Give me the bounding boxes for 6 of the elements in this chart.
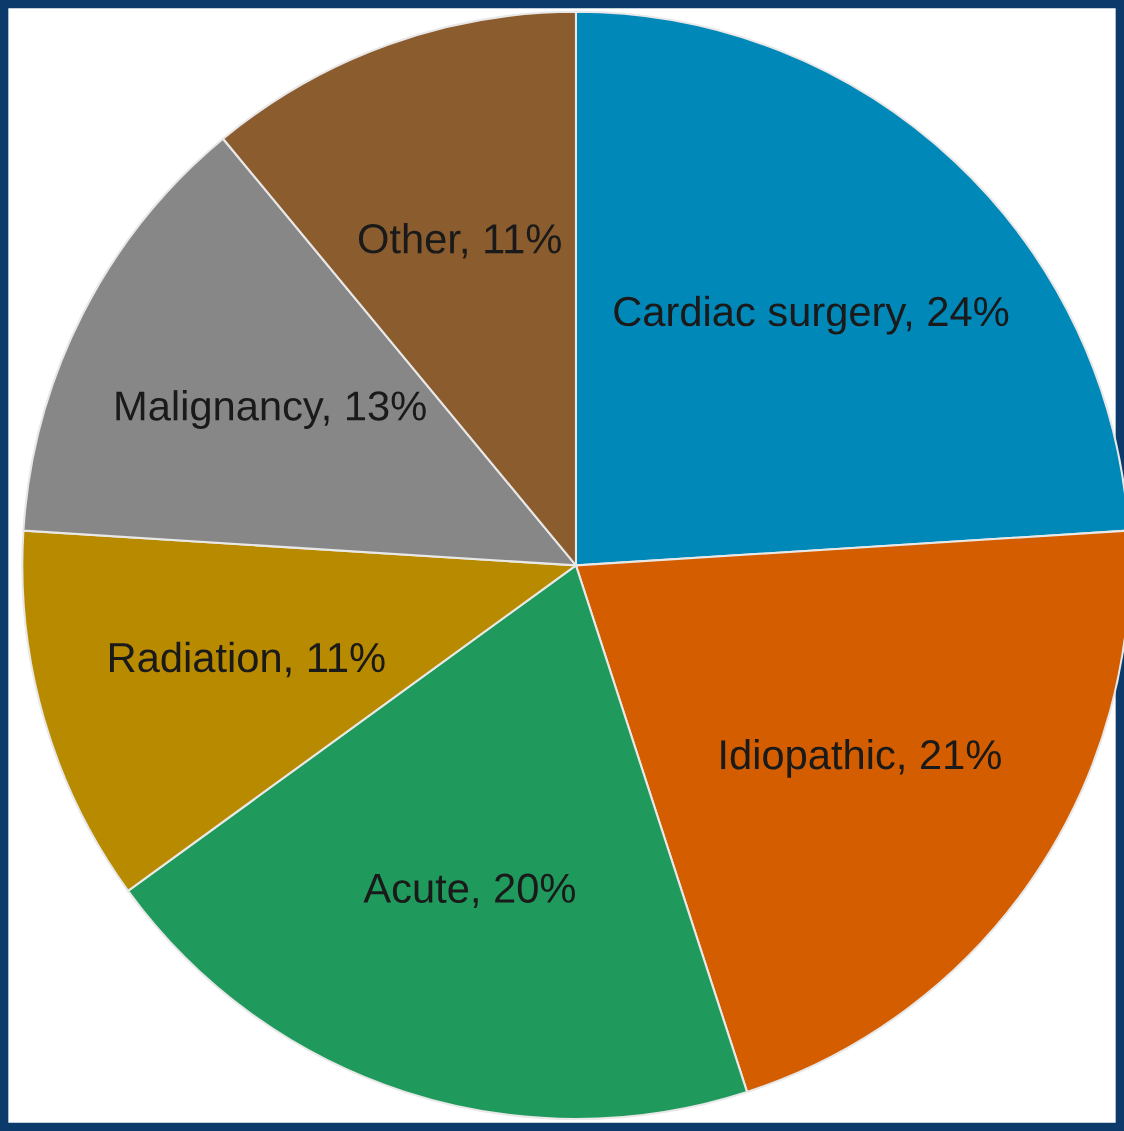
slice-label: Cardiac surgery, 24% bbox=[614, 295, 1009, 335]
slice-label: Malignancy, 13% bbox=[116, 390, 426, 429]
slice-label: Idiopathic, 21% bbox=[721, 738, 1001, 778]
slice-label: Acute, 20% bbox=[363, 873, 575, 908]
slice-label: Radiation, 11% bbox=[110, 641, 385, 678]
slice-label: Other, 11% bbox=[358, 222, 561, 259]
